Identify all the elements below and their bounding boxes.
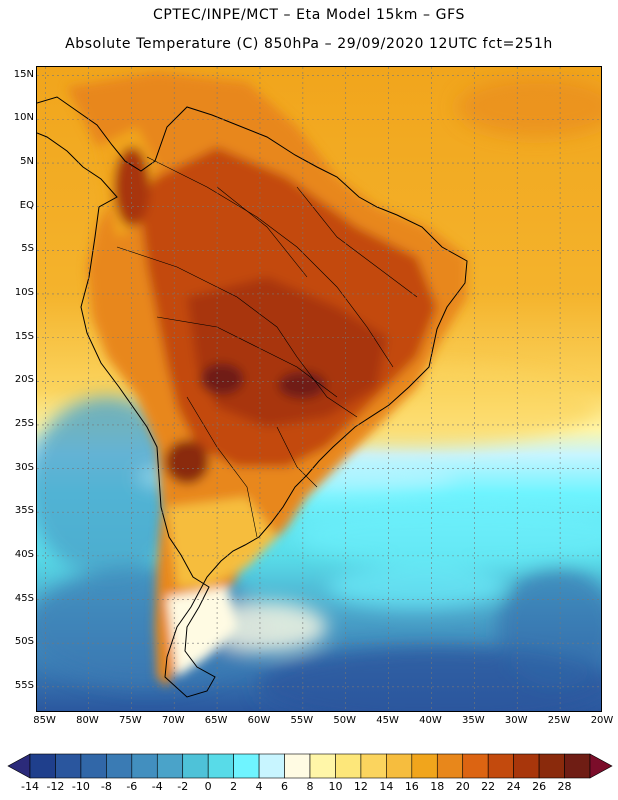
colorbar-cell	[207, 753, 234, 779]
colorbar-cell	[131, 753, 158, 779]
graticule	[37, 67, 601, 711]
colorbar-label: 18	[430, 780, 445, 793]
colorbar-label: 16	[404, 780, 419, 793]
colorbar-cell	[538, 753, 565, 779]
colorbar-label: 22	[481, 780, 496, 793]
colorbar-label: 20	[455, 780, 470, 793]
colorbar-cell	[335, 753, 362, 779]
colorbar-cell	[233, 753, 260, 779]
longitude-label: 40W	[419, 715, 442, 726]
latitude-label: 40S	[14, 548, 34, 560]
longitude-label: 85W	[33, 715, 56, 726]
colorbar-cell	[411, 753, 438, 779]
latitude-label: 10N	[13, 112, 34, 124]
colorbar-cell	[156, 753, 184, 779]
coastline	[37, 96, 468, 698]
colorbar-label: -2	[177, 780, 189, 793]
longitude-label: 80W	[76, 715, 99, 726]
colorbar-label: 4	[255, 780, 263, 793]
longitude-label: 65W	[204, 715, 228, 726]
latitude-label: EQ	[19, 199, 34, 211]
colorbar-cell	[106, 753, 133, 779]
latitude-label: 10S	[14, 286, 34, 298]
colorbar-cell	[55, 753, 82, 779]
colorbar-label: 12	[353, 780, 368, 793]
colorbar-label: 24	[506, 780, 521, 793]
map-canvas	[37, 67, 601, 711]
colorbar-cell	[564, 753, 591, 779]
colorbar-cell	[462, 753, 489, 779]
colorbar-cell	[182, 753, 209, 779]
colorbar-label: 8	[306, 780, 314, 793]
colorbar-cell	[258, 753, 285, 779]
longitude-label: 50W	[333, 715, 357, 726]
longitude-label: 30W	[504, 715, 528, 726]
latitude-label: 15N	[13, 68, 34, 80]
longitude-label: 45W	[376, 715, 399, 726]
colorbar-label: -4	[151, 780, 163, 793]
colorbar-cell	[309, 753, 336, 779]
latitude-label: 25S	[14, 417, 34, 429]
colorbar-label: 10	[328, 780, 343, 793]
colorbar-label: -8	[100, 780, 112, 793]
colorbar-label: -6	[126, 780, 138, 793]
colorbar-high-arrow	[589, 753, 613, 779]
latitude-label: 30S	[14, 461, 34, 473]
colorbar-cell	[436, 753, 464, 779]
colorbar-label: 14	[379, 780, 394, 793]
colorbar-label: -14	[21, 780, 39, 793]
map-title-line-2: Absolute Temperature (C) 850hPa – 29/09/…	[65, 36, 553, 52]
continent-field	[67, 72, 467, 687]
longitude-label: 60W	[247, 715, 271, 726]
colorbar-label: 0	[204, 780, 212, 793]
latitude-label: 15S	[14, 330, 34, 342]
latitude-label: 45S	[14, 592, 34, 604]
longitude-label: 35W	[462, 715, 485, 726]
colorbar-cell	[360, 753, 387, 779]
colorbar-cell	[513, 753, 540, 779]
longitude-label: 75W	[119, 715, 142, 726]
colorbar-cell	[29, 753, 56, 779]
latitude-label: 5S	[21, 243, 34, 255]
colorbar-label: 6	[281, 780, 289, 793]
longitude-label: 70W	[161, 715, 185, 726]
latitude-label: 5N	[20, 156, 34, 168]
colorbar-label: 26	[532, 780, 547, 793]
colorbar-cell	[80, 753, 107, 779]
longitude-label: 20W	[590, 715, 614, 726]
map-title-line-1: CPTEC/INPE/MCT – Eta Model 15km – GFS	[152, 7, 466, 23]
colorbar-label: 28	[557, 780, 572, 793]
colorbar-cell	[284, 753, 311, 779]
latitude-label: 55S	[14, 679, 34, 691]
colorbar-label: -12	[46, 780, 65, 793]
colorbar-cell	[487, 753, 514, 779]
colorbar-cell	[386, 753, 413, 779]
longitude-label: 25W	[547, 715, 571, 726]
temperature-map	[36, 66, 602, 712]
latitude-label: 50S	[14, 636, 34, 648]
latitude-label: 20S	[14, 374, 34, 386]
colorbar-low-arrow	[7, 753, 31, 779]
colorbar-label: -10	[71, 780, 90, 793]
colorbar	[7, 753, 613, 779]
colorbar-label: 2	[230, 780, 238, 793]
longitude-label: 55W	[290, 715, 314, 726]
latitude-label: 35S	[14, 505, 34, 517]
